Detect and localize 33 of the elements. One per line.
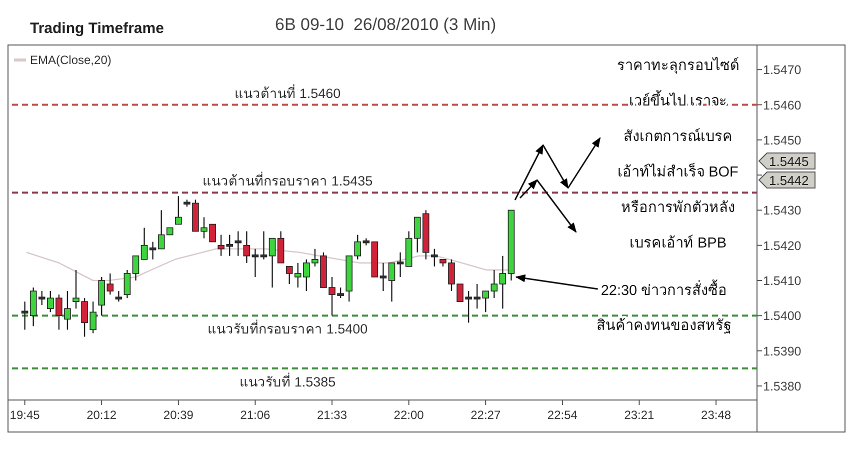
- ref-line-label: แนวต้านที่กรอบราคา 1.5435: [202, 172, 373, 189]
- y-tick-label: 1.5420: [763, 238, 802, 253]
- y-tick-label: 1.5380: [763, 379, 802, 394]
- x-tick-label: 20:39: [163, 408, 194, 422]
- legend: EMA(Close,20): [14, 53, 112, 67]
- annotation: 22:30 ข่าวการสั่งซื้อ: [600, 279, 728, 299]
- y-tick-label: 1.5470: [763, 63, 802, 78]
- annotation: เบรคเอ้าท์ BPB: [629, 234, 727, 252]
- ref-line-label: แนวรับที่ 1.5385: [240, 372, 336, 390]
- y-tick-label: 1.5430: [763, 204, 802, 218]
- annotation: ราคาทะลุกรอบไซด์: [617, 56, 739, 74]
- annotation: สินค้าคงทนของสหรัฐ: [596, 317, 732, 334]
- annotation: หรือการพักตัวหลัง: [621, 199, 735, 216]
- chart-title: Trading Timeframe: [30, 20, 164, 37]
- ref-line-label: แนวต้านที่ 1.5460: [234, 84, 341, 101]
- annotation: สังเกตการณ์เบรค: [624, 128, 732, 145]
- x-tick-label: 19:45: [10, 408, 40, 422]
- x-tick-label: 23:21: [624, 408, 655, 422]
- y-tick-label: 1.5390: [763, 344, 802, 358]
- legend-label: EMA(Close,20): [30, 53, 112, 67]
- x-tick-label: 20:12: [86, 408, 117, 422]
- chart-subtitle: 6B 09-10 26/08/2010 (3 Min): [275, 15, 496, 34]
- x-tick-label: 23:48: [701, 408, 732, 422]
- x-tick-label: 22:54: [547, 408, 578, 422]
- y-tick-label: 1.5410: [763, 274, 802, 288]
- y-tick-label: 1.5460: [763, 98, 802, 112]
- ref-line-label: แนวรับที่กรอบราคา 1.5400: [208, 320, 368, 337]
- y-tick-label: 1.5450: [763, 133, 802, 148]
- x-tick-label: 22:27: [470, 408, 501, 422]
- y-tick-label: 1.5400: [763, 309, 802, 324]
- x-tick-label: 21:06: [240, 408, 271, 422]
- x-tick-label: 22:00: [394, 408, 424, 422]
- x-tick-label: 21:33: [317, 408, 348, 422]
